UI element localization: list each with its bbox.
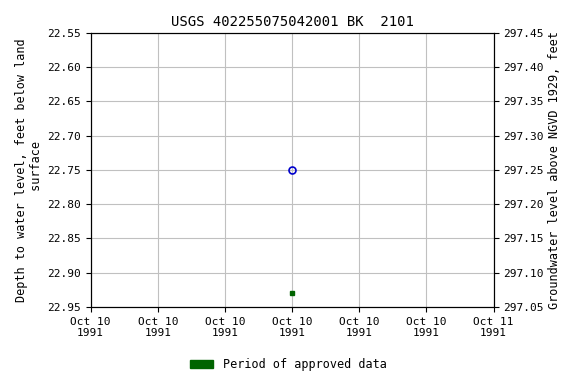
Y-axis label: Depth to water level, feet below land
 surface: Depth to water level, feet below land su… [15, 38, 43, 302]
Title: USGS 402255075042001 BK  2101: USGS 402255075042001 BK 2101 [170, 15, 414, 29]
Legend: Period of approved data: Period of approved data [185, 354, 391, 376]
Y-axis label: Groundwater level above NGVD 1929, feet: Groundwater level above NGVD 1929, feet [548, 31, 561, 309]
